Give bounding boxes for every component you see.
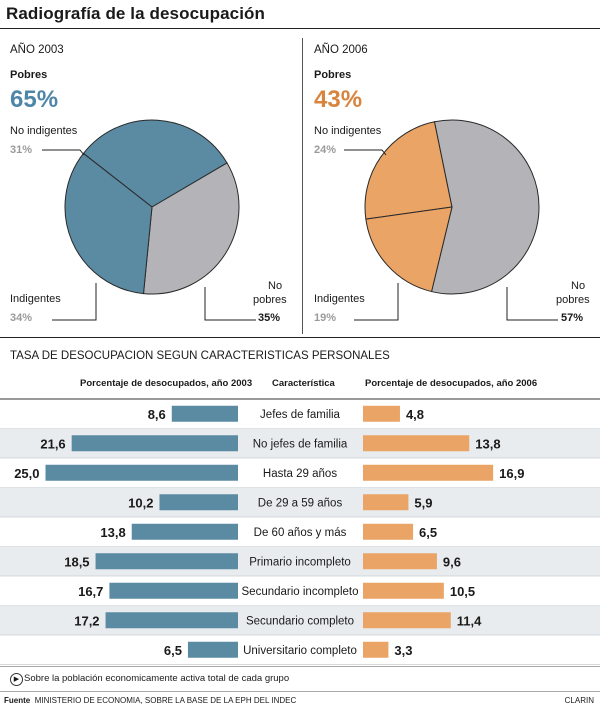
pobres-label-2003: Pobres [10, 69, 48, 81]
bar-2006 [363, 641, 389, 658]
source: Fuente MINISTERIO DE ECONOMIA, SOBRE LA … [4, 696, 296, 705]
footnote: Sobre la población economicamente activa… [24, 673, 290, 684]
no-indigentes-label-2006: No indigentes [314, 125, 382, 137]
bar-2006 [363, 494, 409, 511]
bar-2006 [363, 582, 444, 599]
value-label-2006: 16,9 [499, 466, 524, 481]
pie-slice-no-pobres-2006 [430, 119, 540, 295]
no-pobres-pct-2006: 57% [561, 312, 584, 324]
leader-no-pobres-2003 [204, 287, 256, 321]
chart-title: Radiografía de la desocupación [6, 4, 266, 23]
no-pobres-pct-2003: 35% [258, 312, 281, 324]
indigentes-label-2003: Indigentes [10, 293, 61, 305]
value-label-2006: 9,6 [443, 554, 461, 569]
brand: CLARIN [564, 696, 594, 705]
pobres-pct-2003: 65% [10, 86, 59, 113]
bar-2006 [363, 464, 494, 481]
year-label-2003: AÑO 2003 [10, 44, 64, 56]
column-header-2006: Porcentaje de desocupados, año 2006 [365, 378, 538, 389]
category-label: Primario incompleto [249, 556, 351, 568]
indigentes-pct-2006: 19% [314, 312, 337, 324]
leader-indigentes-2003 [52, 283, 97, 321]
row-band [0, 605, 600, 635]
value-label-2006: 6,5 [419, 525, 437, 540]
bar-2003 [131, 523, 238, 540]
no-indigentes-pct-2006: 24% [314, 144, 337, 156]
no-pobres-label-a-2003: No [268, 280, 283, 292]
value-label-2006: 10,5 [450, 584, 475, 599]
bar-2006 [363, 612, 451, 629]
leader-no-indigentes-2003 [42, 149, 85, 156]
bar-2003 [105, 612, 238, 629]
category-label: No jefes de familia [253, 438, 348, 450]
column-header-2003: Porcentaje de desocupados, año 2003 [80, 378, 253, 389]
pie-divider [302, 38, 303, 334]
bar-2003 [95, 553, 238, 570]
pie-slice-no-indigentes-2006 [364, 121, 453, 220]
no-indigentes-label-2003: No indigentes [10, 125, 78, 137]
section-rule [0, 337, 600, 338]
no-pobres-label-b-2006: pobres [556, 294, 590, 306]
value-label-2006: 5,9 [414, 495, 432, 510]
source-text: MINISTERIO DE ECONOMIA, SOBRE LA BASE DE… [34, 696, 297, 705]
value-label-2003: 10,2 [128, 495, 153, 510]
no-pobres-label-b-2003: pobres [253, 294, 287, 306]
column-header-characteristic: Característica [272, 378, 335, 389]
category-label: Secundario completo [246, 615, 354, 627]
title-rule [0, 28, 600, 29]
leader-no-pobres-2006 [506, 287, 558, 321]
row-band [0, 487, 600, 517]
value-label-2003: 16,7 [78, 584, 103, 599]
value-label-2003: 8,6 [148, 407, 166, 422]
bars-title: TASA DE DESOCUPACION SEGUN CARACTERISTIC… [10, 350, 390, 362]
bar-2003 [45, 464, 238, 481]
source-label: Fuente [4, 696, 31, 705]
leader-indigentes-2006 [354, 283, 399, 321]
category-label: Hasta 29 años [263, 468, 337, 480]
category-label: De 60 años y más [254, 527, 347, 539]
source-rule [0, 691, 600, 692]
bar-2006 [363, 553, 437, 570]
value-label-2006: 11,4 [457, 613, 482, 628]
category-label: De 29 a 59 años [258, 497, 343, 509]
bar-2003 [71, 435, 239, 452]
category-label: Universitario completo [243, 645, 357, 657]
value-label-2006: 3,3 [394, 643, 412, 658]
footnote-rule [0, 666, 600, 667]
leader-no-indigentes-2006 [344, 149, 387, 156]
bar-2006 [363, 405, 400, 422]
value-label-2003: 25,0 [14, 466, 39, 481]
year-label-2006: AÑO 2006 [314, 44, 368, 56]
pie-slice-no-indigentes-2003 [82, 119, 228, 208]
indigentes-label-2006: Indigentes [314, 293, 365, 305]
bar-2003 [109, 582, 238, 599]
value-label-2003: 6,5 [164, 643, 182, 658]
category-label: Secundario incompleto [242, 586, 359, 598]
bar-2003 [159, 494, 238, 511]
pie-slice-indigentes-2003 [64, 152, 153, 295]
no-indigentes-pct-2003: 31% [10, 144, 33, 156]
pobres-pct-2006: 43% [314, 86, 363, 113]
value-label-2003: 21,6 [40, 436, 65, 451]
pie-slice-no-pobres-2003 [142, 162, 240, 295]
category-label: Jefes de familia [260, 409, 341, 421]
indigentes-pct-2003: 34% [10, 312, 33, 324]
play-icon: ▶ [10, 673, 23, 686]
pobres-label-2006: Pobres [314, 69, 352, 81]
pie-slice-indigentes-2006 [365, 206, 453, 293]
value-label-2006: 13,8 [475, 436, 500, 451]
value-label-2006: 4,8 [406, 407, 424, 422]
bar-2003 [171, 405, 238, 422]
bar-2006 [363, 435, 470, 452]
no-pobres-label-a-2006: No [571, 280, 586, 292]
bar-2006 [363, 523, 414, 540]
bar-2003 [187, 641, 238, 658]
value-label-2003: 17,2 [74, 613, 99, 628]
value-label-2003: 13,8 [100, 525, 125, 540]
value-label-2003: 18,5 [64, 554, 89, 569]
